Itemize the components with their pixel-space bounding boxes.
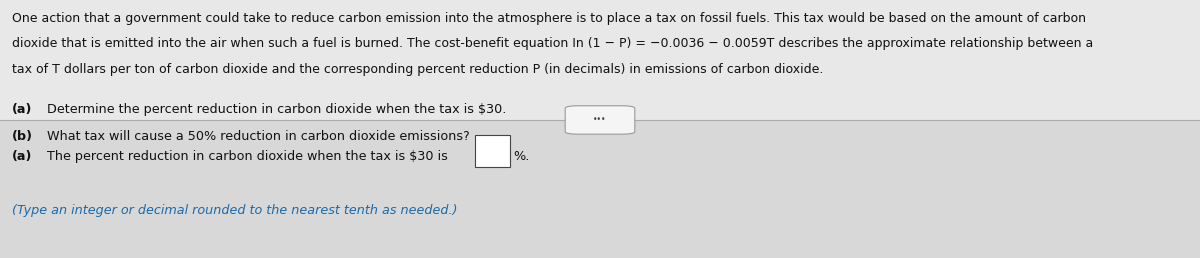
Text: (a): (a) bbox=[12, 150, 32, 163]
Text: •••: ••• bbox=[593, 116, 607, 124]
Text: One action that a government could take to reduce carbon emission into the atmos: One action that a government could take … bbox=[12, 12, 1086, 25]
Text: What tax will cause a 50% reduction in carbon dioxide emissions?: What tax will cause a 50% reduction in c… bbox=[43, 130, 470, 143]
Text: dioxide that is emitted into the air when such a fuel is burned. The cost-benefi: dioxide that is emitted into the air whe… bbox=[12, 37, 1093, 50]
Bar bbox=[0, 120, 1200, 258]
FancyBboxPatch shape bbox=[475, 135, 510, 167]
Bar bbox=[0, 0, 1200, 120]
Text: tax of T dollars per ton of carbon dioxide and the corresponding percent reducti: tax of T dollars per ton of carbon dioxi… bbox=[12, 63, 823, 76]
Text: The percent reduction in carbon dioxide when the tax is $30 is: The percent reduction in carbon dioxide … bbox=[43, 150, 448, 163]
FancyBboxPatch shape bbox=[565, 106, 635, 134]
Text: %.: %. bbox=[514, 150, 530, 163]
Text: (a): (a) bbox=[12, 103, 32, 116]
Text: (b): (b) bbox=[12, 130, 34, 143]
Text: (Type an integer or decimal rounded to the nearest tenth as needed.): (Type an integer or decimal rounded to t… bbox=[12, 204, 457, 217]
Text: Determine the percent reduction in carbon dioxide when the tax is $30.: Determine the percent reduction in carbo… bbox=[43, 103, 506, 116]
